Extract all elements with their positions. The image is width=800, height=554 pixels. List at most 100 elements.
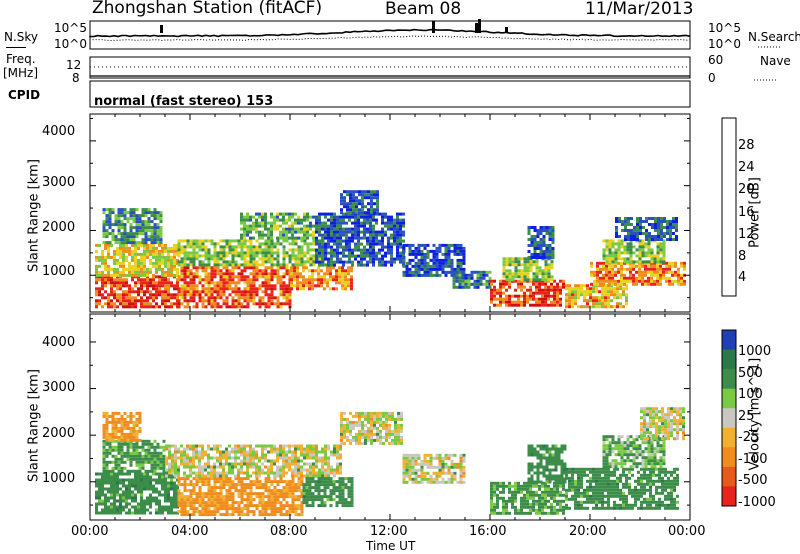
cell-pixel	[114, 454, 118, 458]
cell-pixel	[426, 252, 430, 256]
cell-pixel	[116, 505, 119, 509]
cell-pixel	[231, 305, 235, 309]
cell-pixel	[349, 202, 352, 206]
cell-pixel	[312, 242, 316, 246]
cell-pixel	[444, 255, 448, 259]
cell-pixel	[408, 267, 412, 271]
cell-pixel	[333, 251, 336, 255]
cell-pixel	[261, 302, 265, 306]
cell-pixel	[155, 249, 158, 253]
cell-pixel	[352, 196, 355, 200]
cell-pixel	[441, 261, 445, 265]
cell-pixel	[571, 299, 574, 303]
cell-pixel	[129, 232, 133, 236]
cell-pixel	[499, 294, 502, 298]
cell-pixel	[152, 273, 155, 277]
cell-pixel	[110, 255, 113, 259]
cell-pixel	[279, 278, 283, 282]
cell-pixel	[285, 510, 289, 514]
cell-pixel	[222, 462, 225, 466]
cell-pixel	[303, 242, 307, 246]
cell-pixel	[165, 468, 168, 472]
cell-pixel	[155, 305, 158, 309]
cell-pixel	[161, 293, 164, 297]
cell-pixel	[456, 261, 460, 265]
cell-pixel	[231, 248, 235, 252]
cell-pixel	[225, 489, 229, 493]
cell-pixel	[192, 447, 195, 451]
cell-pixel	[372, 224, 375, 228]
cell-pixel	[550, 303, 553, 307]
cell-pixel	[653, 264, 656, 268]
cell-pixel	[155, 481, 158, 485]
cell-pixel	[613, 290, 616, 294]
cell-pixel	[672, 226, 675, 229]
cell-pixel	[375, 236, 378, 240]
cell-pixel	[150, 238, 154, 242]
cell-pixel	[502, 300, 505, 304]
cell-pixel	[346, 202, 349, 206]
cell-pixel	[195, 290, 199, 294]
cell-pixel	[143, 246, 146, 250]
cell-pixel	[170, 481, 173, 485]
cell-pixel	[279, 290, 283, 294]
cell-pixel	[595, 305, 598, 309]
cell-pixel	[155, 499, 158, 503]
cell-pixel	[155, 270, 158, 274]
cell-pixel	[161, 270, 164, 274]
cell-pixel	[264, 254, 268, 258]
cell-pixel	[276, 510, 280, 514]
cell-pixel	[306, 227, 309, 231]
cell-pixel	[240, 444, 243, 448]
cell-pixel	[158, 472, 161, 476]
cell-pixel	[327, 236, 330, 240]
cell-pixel	[189, 275, 193, 279]
cell-pixel	[231, 239, 235, 243]
cell-pixel	[110, 475, 113, 479]
cell-pixel	[270, 275, 274, 279]
cell-pixel	[315, 227, 318, 231]
cell-pixel	[144, 232, 148, 236]
cell-pixel	[604, 305, 607, 309]
cell-pixel	[647, 245, 651, 249]
cell-pixel	[629, 273, 632, 277]
cell-pixel	[387, 215, 390, 219]
cell-pixel	[358, 193, 361, 197]
cell-pixel	[321, 245, 324, 249]
cell-pixel	[126, 241, 130, 245]
cell-pixel	[662, 276, 665, 280]
cell-pixel	[538, 291, 541, 295]
cell-pixel	[556, 282, 559, 286]
cell-pixel	[231, 275, 235, 279]
date-label: 11/Mar/2013	[585, 0, 694, 19]
cell-pixel	[135, 423, 139, 427]
cell-pixel	[132, 241, 136, 245]
cell-pixel	[137, 252, 140, 256]
cell-pixel	[192, 245, 196, 249]
cell-pixel	[189, 287, 193, 291]
cell-pixel	[615, 232, 618, 235]
cell-pixel	[285, 480, 289, 484]
cell-pixel	[173, 511, 176, 515]
cell-pixel	[249, 453, 252, 457]
cell-pixel	[641, 276, 644, 280]
cell-pixel	[156, 442, 160, 446]
cell-pixel	[120, 438, 124, 442]
cell-pixel	[138, 438, 142, 442]
vel-cb-tick-100: 100	[738, 387, 763, 402]
cell-pixel	[111, 208, 115, 212]
cell-pixel	[455, 276, 459, 280]
cell-pixel	[198, 299, 202, 303]
cell-pixel	[333, 444, 336, 448]
cell-pixel	[161, 261, 164, 265]
cell-pixel	[273, 489, 277, 493]
cell-pixel	[261, 272, 265, 276]
cell-pixel	[237, 263, 241, 267]
cell-pixel	[198, 290, 202, 294]
cell-pixel	[183, 498, 187, 502]
cell-pixel	[240, 477, 244, 481]
cell-pixel	[249, 242, 253, 246]
cell-pixel	[186, 245, 190, 249]
cell-pixel	[270, 215, 273, 219]
cell-pixel	[672, 217, 675, 220]
